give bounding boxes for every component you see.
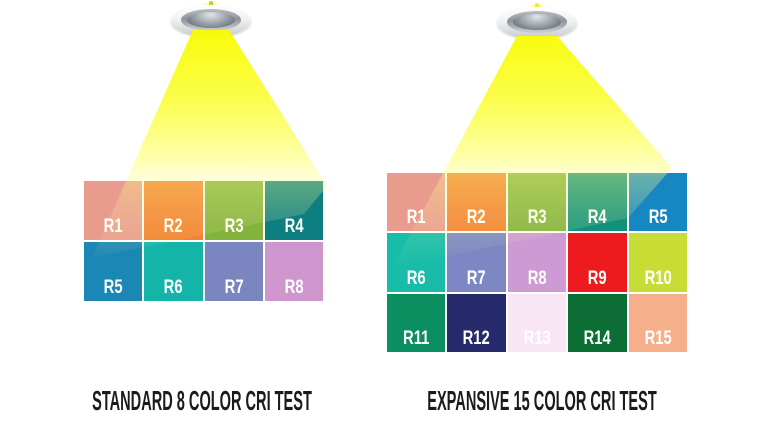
swatch-r1: R1 [387, 173, 446, 232]
swatch-label: R3 [527, 207, 547, 229]
caption-standard-text: STANDARD 8 COLOR CRI TEST [92, 385, 312, 416]
swatch-label: R4 [587, 207, 607, 229]
swatch-r12: R12 [447, 293, 506, 352]
color-grid-expansive: R1 R2 R3 R4 R5 R6 R7 R8 R9 R10 R11 R12 R13 R14 R15 [387, 173, 687, 352]
downlight-fixture [171, 0, 251, 37]
swatch-label: R6 [406, 267, 426, 289]
fixture-opening [513, 14, 561, 30]
swatch-r5: R5 [84, 242, 143, 301]
swatch-label: R15 [644, 328, 672, 349]
swatch-label: R7 [224, 277, 244, 298]
swatch-label: R8 [284, 277, 304, 298]
swatch-label: R6 [163, 277, 183, 298]
swatch-r3: R3 [507, 173, 567, 232]
swatch-label: R8 [527, 267, 547, 289]
swatch-r8: R8 [264, 242, 323, 301]
swatch-label: R5 [648, 207, 668, 229]
swatch-r13: R13 [507, 293, 567, 352]
swatch-r15: R15 [628, 293, 687, 352]
panel-expansive-15: R1 R2 R3 R4 R5 R6 R7 R8 R9 R10 R11 R12 R13 R14 R15 EXP… [384, 0, 768, 432]
swatch-r10: R10 [628, 233, 687, 292]
swatch-label: R13 [523, 328, 551, 349]
swatch-r4: R4 [264, 181, 323, 240]
swatch-label: R10 [644, 267, 672, 289]
caption-expansive: EXPANSIVE 15 COLOR CRI TEST [321, 385, 762, 417]
swatch-label: R14 [583, 328, 611, 349]
swatch-r6: R6 [144, 242, 203, 301]
swatch-label: R7 [467, 267, 487, 289]
fixture-opening [187, 12, 235, 28]
swatch-r7: R7 [204, 242, 263, 301]
swatch-r5: R5 [628, 173, 687, 232]
swatch-label: R5 [103, 277, 123, 298]
swatch-label: R1 [406, 207, 426, 229]
swatch-label: R11 [403, 328, 430, 349]
swatch-r1: R1 [84, 181, 143, 240]
caption-expansive-text: EXPANSIVE 15 COLOR CRI TEST [427, 385, 657, 416]
downlight-fixture [497, 2, 577, 39]
swatch-r11: R11 [387, 293, 446, 352]
swatch-r2: R2 [144, 181, 203, 240]
swatch-label: R12 [462, 328, 491, 349]
swatch-label: R9 [587, 267, 607, 289]
swatch-label: R4 [284, 216, 304, 237]
swatch-r9: R9 [568, 233, 627, 292]
swatch-r7: R7 [447, 233, 506, 292]
panel-standard-8: R1 R2 R3 R4 R5 R6 R7 R8 STANDARD 8 COLOR CRI TE… [84, 0, 327, 416]
swatch-label: R1 [103, 216, 123, 237]
swatch-r4: R4 [568, 173, 627, 232]
swatch-r8: R8 [507, 233, 567, 292]
swatch-r6: R6 [387, 233, 446, 292]
swatch-label: R2 [163, 216, 183, 237]
swatch-r14: R14 [568, 293, 627, 352]
swatch-label: R2 [467, 207, 487, 229]
swatch-r3: R3 [204, 181, 263, 240]
color-grid-standard: R1 R2 R3 R4 R5 R6 R7 R8 [84, 181, 323, 301]
swatch-r2: R2 [447, 173, 506, 232]
caption-standard: STANDARD 8 COLOR CRI TEST [0, 385, 413, 417]
swatch-label: R3 [224, 216, 244, 237]
